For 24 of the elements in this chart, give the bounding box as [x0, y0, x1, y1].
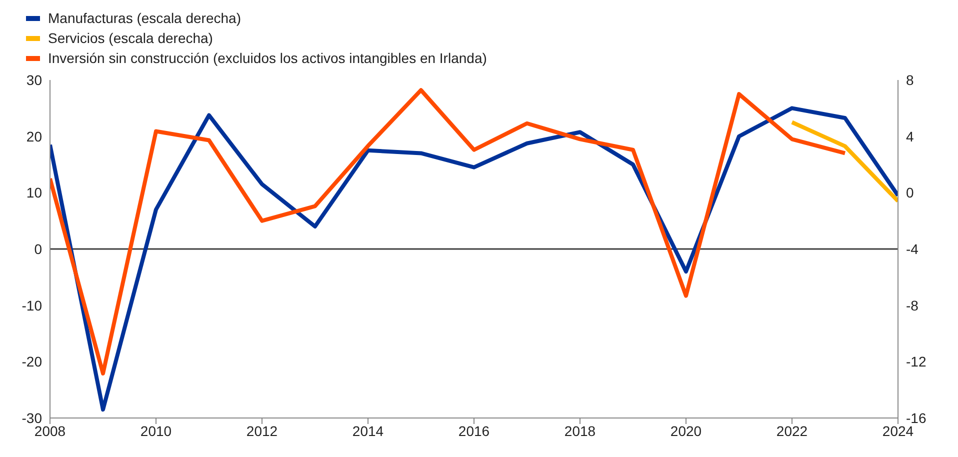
y2-tick-label: 0: [906, 184, 914, 201]
y2-tick-label: -8: [906, 297, 919, 314]
y-tick-label: 20: [26, 128, 42, 144]
legend-label: Manufacturas (escala derecha): [48, 9, 241, 28]
x-tick-label: 2020: [670, 422, 702, 439]
y-tick-label: -10: [22, 297, 42, 314]
x-tick-label: 2010: [140, 422, 172, 439]
legend-label: Servicios (escala derecha): [48, 29, 213, 48]
x-tick-label: 2018: [564, 422, 596, 439]
y-tick-label: 0: [34, 240, 42, 257]
y-tick-label: 10: [26, 184, 42, 201]
line-series: [50, 88, 847, 376]
y-tick-label: 30: [26, 72, 42, 88]
y-tick-label: -20: [22, 354, 42, 370]
line-series: [50, 106, 898, 412]
y2-tick-label: -4: [906, 240, 919, 257]
x-tick-label: 2014: [352, 422, 384, 439]
legend-label: Inversión sin construcción (excluidos los activos intangibles en Irlanda): [48, 49, 487, 68]
x-tick-label: 2022: [776, 422, 808, 439]
y2-tick-label: 8: [906, 72, 914, 88]
y2-tick-label: 4: [906, 128, 914, 144]
x-tick-label: 2012: [246, 422, 278, 439]
x-tick-label: 2016: [458, 422, 490, 439]
y2-tick-label: -12: [906, 354, 926, 370]
